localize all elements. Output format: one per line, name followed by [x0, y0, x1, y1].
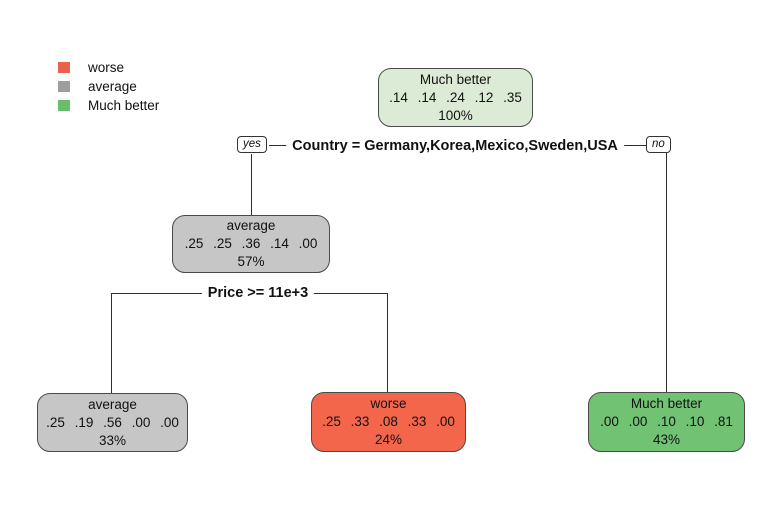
branch-line-price-yes	[111, 293, 112, 393]
node-percent: 24%	[374, 432, 403, 447]
branch-line-no	[666, 153, 667, 392]
no-tag: no	[646, 136, 671, 153]
node-class-label: Much better	[419, 71, 492, 87]
legend-label: average	[88, 79, 137, 94]
legend-item-worse: worse	[58, 58, 159, 77]
node-percent: 100%	[438, 107, 473, 123]
branch-line-price-no	[387, 293, 388, 393]
tree-leaf-worse: worse .25 .33 .08 .33 .00 24%	[311, 392, 466, 452]
tree-node-average: average .25 .25 .36 .14 .00 57%	[172, 215, 330, 273]
legend-item-average: average	[58, 77, 159, 96]
node-probabilities: .25 .19 .56 .00 .00	[46, 414, 179, 430]
node-percent: 57%	[237, 254, 265, 269]
split-condition-price: Price >= 11e+3	[201, 285, 315, 301]
legend-swatch-worse	[58, 62, 70, 73]
node-probabilities: .00 .00 .10 .10 .81	[600, 414, 733, 429]
yes-tag: yes	[237, 136, 267, 153]
branch-line-yes	[251, 154, 252, 215]
legend-label: Much better	[88, 98, 160, 113]
tree-leaf-much-better: Much better .00 .00 .10 .10 .81 43%	[588, 392, 745, 452]
node-probabilities: .25 .33 .08 .33 .00	[322, 414, 455, 429]
legend: worse average Much better	[58, 58, 159, 115]
node-probabilities: .25 .25 .36 .14 .00	[184, 236, 318, 251]
legend-swatch-average	[58, 81, 70, 92]
legend-label: worse	[88, 60, 125, 75]
legend-swatch-much-better	[58, 100, 70, 111]
legend-item-much-better: Much better	[58, 96, 159, 115]
node-percent: 33%	[98, 432, 127, 448]
tree-node-root: Much better .14 .14 .24 .12 .35 100%	[378, 68, 533, 127]
split-condition-country: Country = Germany,Korea,Mexico,Sweden,US…	[286, 138, 624, 154]
node-percent: 43%	[652, 432, 681, 447]
tree-leaf-average: average .25 .19 .56 .00 .00 33%	[37, 393, 188, 452]
node-class-label: worse	[370, 396, 407, 411]
node-class-label: average	[88, 396, 137, 412]
node-class-label: average	[226, 218, 276, 233]
node-probabilities: .14 .14 .24 .12 .35	[389, 89, 522, 105]
node-class-label: Much better	[630, 396, 703, 411]
